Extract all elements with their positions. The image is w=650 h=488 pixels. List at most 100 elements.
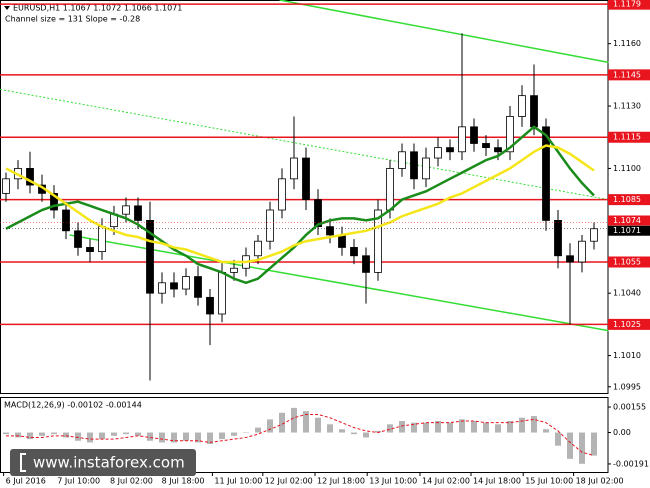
watermark-box xyxy=(10,449,196,476)
macd-bar xyxy=(243,432,249,434)
macd-bar xyxy=(195,432,201,443)
candle-body xyxy=(554,220,562,257)
candle-body xyxy=(434,147,442,159)
y-tick-label: 1.1040 xyxy=(613,289,641,298)
watermark-text: www.instaforex.com xyxy=(33,454,185,472)
x-tick-label: 12 Jul 02:00 xyxy=(265,477,313,486)
candle-body xyxy=(182,276,190,290)
macd-bar xyxy=(579,432,585,464)
macd-bar xyxy=(267,419,273,433)
candle-body xyxy=(2,178,10,194)
macd-bar xyxy=(435,421,441,433)
level-label-box xyxy=(608,69,650,81)
candle-body xyxy=(74,230,82,248)
macd-bar xyxy=(171,432,177,443)
level-label-box xyxy=(608,318,650,330)
candle-body xyxy=(590,228,598,242)
candle-body xyxy=(146,220,154,294)
x-tick-label: 7 Jul 10:00 xyxy=(57,477,100,486)
macd-bar xyxy=(495,424,501,433)
candle-body xyxy=(374,209,382,273)
candle-body xyxy=(482,143,490,149)
macd-bar xyxy=(411,422,417,433)
level-label: 1.1055 xyxy=(613,258,641,267)
candle-body xyxy=(170,282,178,290)
macd-bar xyxy=(231,432,237,436)
price-label-box xyxy=(608,225,650,236)
candle-body xyxy=(194,276,202,298)
candle-body xyxy=(278,178,286,211)
level-label: 1.1085 xyxy=(613,195,641,204)
candle-body xyxy=(302,157,310,201)
trend-line xyxy=(279,0,609,64)
moving-average xyxy=(5,144,595,264)
y-tick-label: 1.1130 xyxy=(613,102,641,111)
macd-bar xyxy=(375,430,381,433)
macd-bar xyxy=(3,432,9,435)
macd-bar xyxy=(183,432,189,441)
macd-signal xyxy=(6,413,595,457)
macd-bar xyxy=(327,424,333,433)
macd-bar xyxy=(15,432,21,438)
x-tick-label: 8 Jul 18:00 xyxy=(162,477,205,486)
candle-body xyxy=(26,168,34,186)
macd-bar xyxy=(567,432,573,459)
candle-body xyxy=(518,95,526,117)
candle-body xyxy=(230,267,238,273)
candle-body xyxy=(578,240,586,263)
candle-body xyxy=(494,147,502,153)
watermark-icon xyxy=(20,453,26,472)
macd-bar xyxy=(315,417,321,433)
level-label: 1.1179 xyxy=(613,0,641,9)
trend-line xyxy=(0,88,609,201)
candle-body xyxy=(122,205,130,215)
x-tick-label: 6 Jul 2016 xyxy=(6,477,46,486)
macd-title: MACD(12,26,9) -0.00102 -0.00144 xyxy=(4,401,142,410)
macd-bar xyxy=(387,424,393,433)
macd-bar xyxy=(339,429,345,433)
y-tick-label: 0.00155 xyxy=(613,403,646,412)
macd-bar xyxy=(471,421,477,433)
level-label: 1.1115 xyxy=(613,133,641,142)
candle-body xyxy=(338,234,346,248)
macd-bar xyxy=(423,422,429,433)
price-label: 1.1071 xyxy=(613,226,641,235)
candle-body xyxy=(158,282,166,294)
candle-body xyxy=(62,209,70,232)
x-tick-label: 8 Jul 02:00 xyxy=(110,477,153,486)
macd-frame xyxy=(0,397,609,473)
x-tick-label: 14 Jul 18:00 xyxy=(473,477,521,486)
y-tick-label: 1.1100 xyxy=(613,164,641,173)
candle-body xyxy=(458,126,466,153)
macd-bar xyxy=(519,417,525,433)
price-label: 1.1074 xyxy=(613,216,641,225)
candle-body xyxy=(506,116,514,153)
candle-body xyxy=(350,247,358,257)
macd-bar xyxy=(255,427,261,433)
chart-title: EURUSD,H1 1.1067 1.1072 1.1066 1.1071 xyxy=(13,4,182,13)
level-label-box xyxy=(608,194,650,206)
x-tick-label: 14 Jul 02:00 xyxy=(422,477,470,486)
macd-bar xyxy=(111,432,117,436)
x-tick-label: 18 Jul 02:00 xyxy=(576,477,624,486)
level-label: 1.1025 xyxy=(613,320,641,329)
macd-bar xyxy=(147,432,153,441)
candle-body xyxy=(542,126,550,221)
level-label: 1.1145 xyxy=(613,70,641,79)
candle-body xyxy=(218,271,226,315)
x-tick-label: 11 Jul 10:00 xyxy=(214,477,262,486)
candle-body xyxy=(86,247,94,253)
macd-bar xyxy=(507,421,513,433)
candle-body xyxy=(362,255,370,273)
x-tick-label: 15 Jul 10:00 xyxy=(525,477,573,486)
candle-body xyxy=(398,151,406,169)
candle-body xyxy=(410,151,418,180)
macd-bar xyxy=(39,432,45,436)
candle-body xyxy=(254,240,262,257)
candle-body xyxy=(386,168,394,211)
level-label-box xyxy=(608,256,650,268)
candle-body xyxy=(266,209,274,242)
candle-body xyxy=(50,192,58,211)
y-tick-label: 0.00 xyxy=(613,428,631,437)
y-tick-label: -0.00191 xyxy=(613,459,649,468)
